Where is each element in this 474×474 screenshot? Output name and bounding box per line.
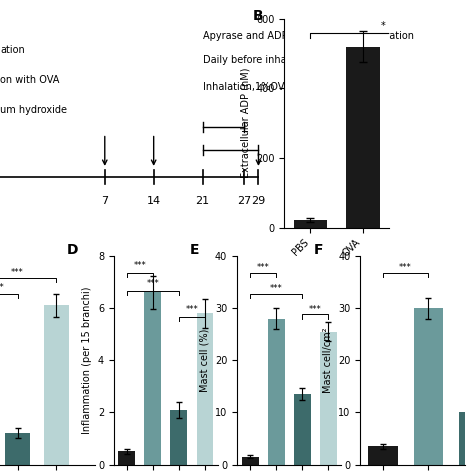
Text: ***: *** (11, 267, 24, 276)
Text: E: E (190, 244, 200, 257)
Bar (294, 394, 310, 465)
Text: F: F (313, 244, 323, 257)
Bar (197, 313, 213, 465)
Text: ***: *** (134, 261, 146, 270)
Bar (368, 447, 398, 465)
Text: ***: *** (146, 279, 159, 288)
Bar (145, 292, 161, 465)
Bar (320, 332, 337, 465)
Text: on with OVA: on with OVA (0, 75, 59, 85)
Text: Apyrase and ADP intranasal administration: Apyrase and ADP intranasal administratio… (202, 31, 414, 41)
Text: 29: 29 (251, 196, 265, 206)
Text: D: D (67, 244, 78, 257)
Bar (459, 412, 474, 465)
Text: Daily before inhalation: Daily before inhalation (202, 55, 314, 65)
Bar (118, 451, 135, 465)
Text: 14: 14 (146, 196, 161, 206)
Bar (268, 319, 284, 465)
Text: um hydroxide: um hydroxide (0, 105, 67, 115)
Text: ***: *** (257, 263, 269, 272)
Bar (293, 220, 328, 228)
Y-axis label: Extracellular ADP (nM): Extracellular ADP (nM) (241, 68, 251, 179)
Text: 7: 7 (101, 196, 109, 206)
Text: ***: *** (270, 284, 283, 293)
Text: B: B (253, 9, 264, 23)
Text: Inhalation,1%OVA,daily: Inhalation,1%OVA,daily (202, 82, 317, 91)
Y-axis label: Mast cell/cm²: Mast cell/cm² (323, 328, 333, 393)
Text: ***: *** (0, 283, 5, 292)
Text: ***: *** (309, 305, 321, 314)
Bar (242, 457, 258, 465)
Text: ***: *** (399, 263, 412, 272)
Bar (5, 433, 30, 465)
Text: 21: 21 (195, 196, 210, 206)
Bar (413, 308, 443, 465)
Bar (44, 306, 69, 465)
Bar (171, 410, 187, 465)
Text: 27: 27 (237, 196, 252, 206)
Y-axis label: Inflammation (per 15 branchi): Inflammation (per 15 branchi) (82, 286, 92, 434)
Text: *: * (381, 21, 386, 31)
Y-axis label: Mast cell (%): Mast cell (%) (200, 328, 210, 392)
Text: ***: *** (186, 305, 198, 314)
Bar (346, 47, 380, 228)
Text: ation: ation (0, 45, 25, 55)
